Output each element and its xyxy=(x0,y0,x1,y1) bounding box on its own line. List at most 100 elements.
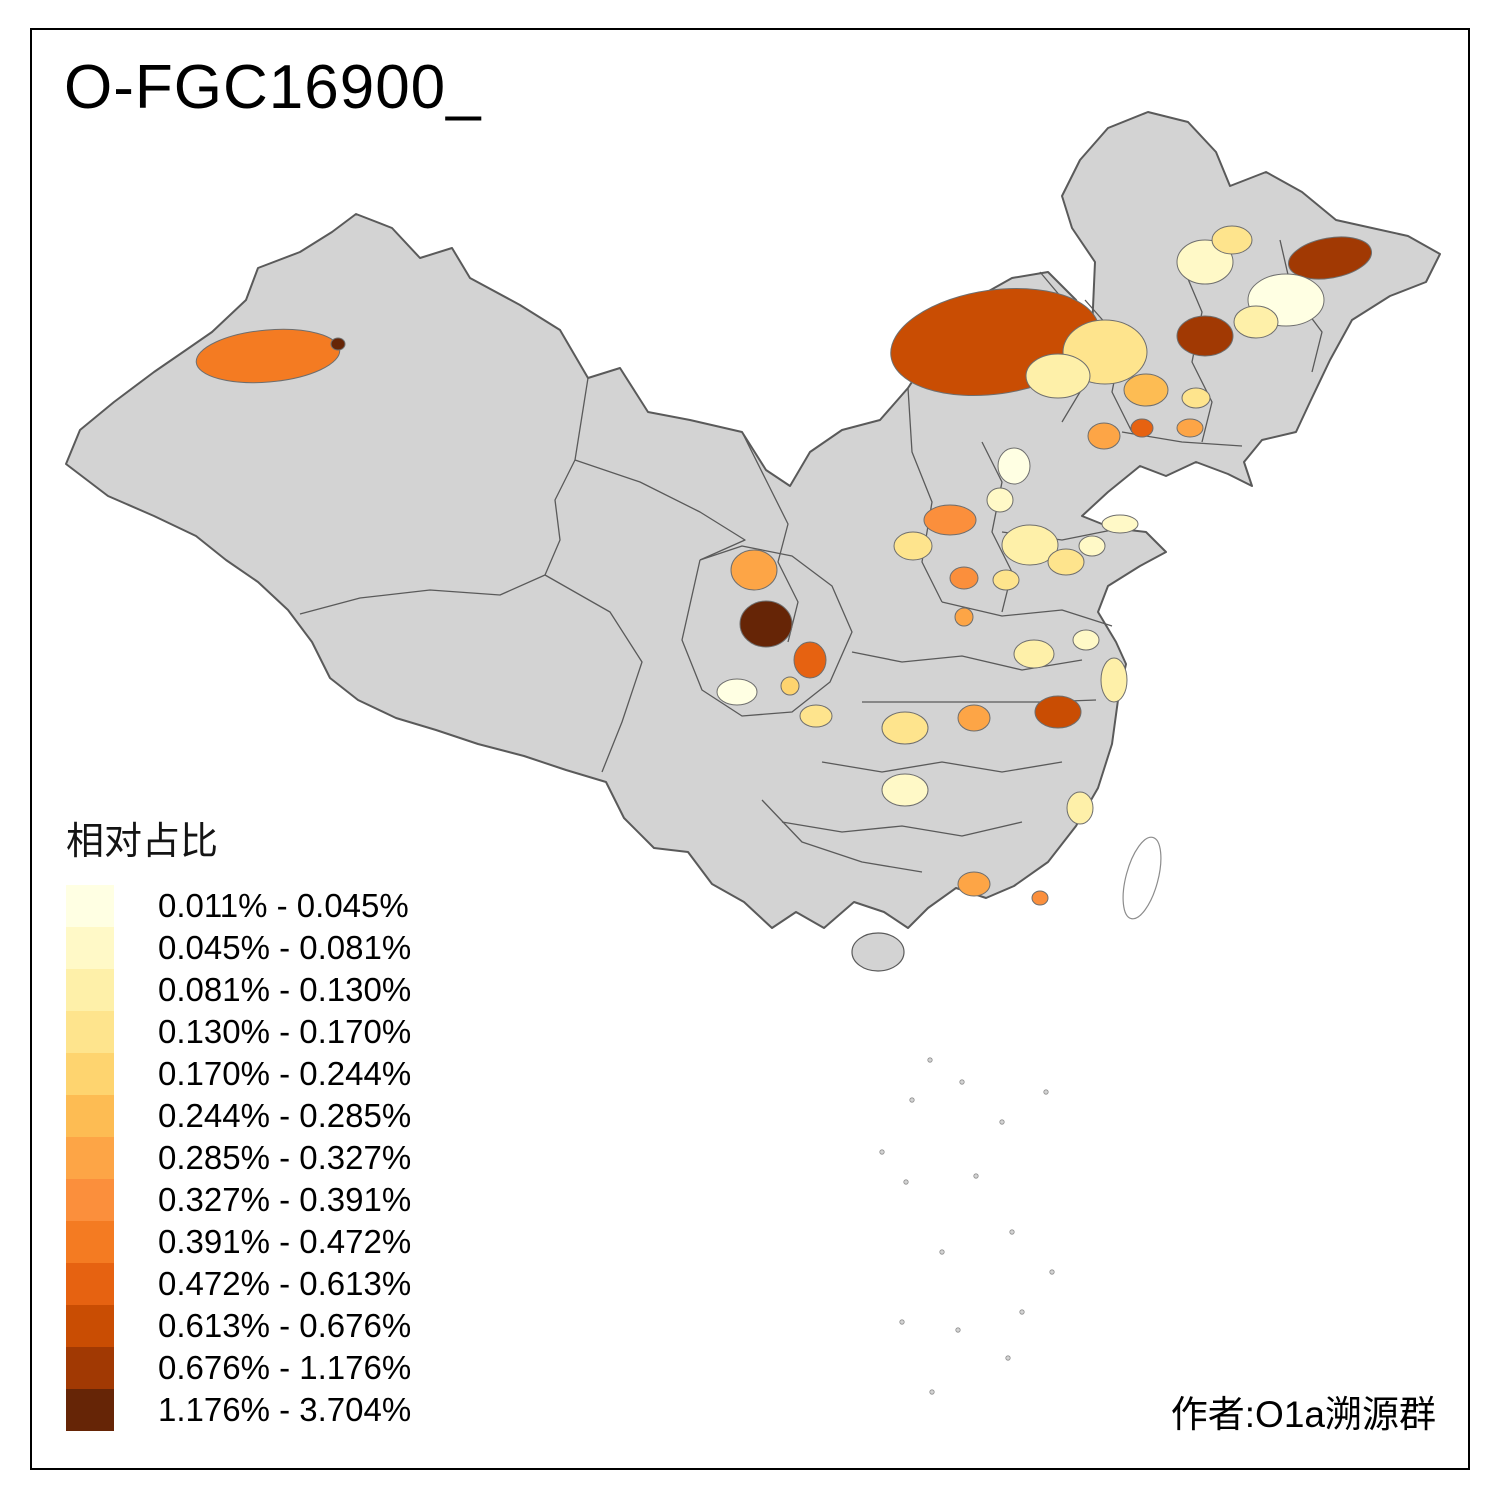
mainland-outline xyxy=(65,111,1441,929)
province-border xyxy=(821,761,1063,773)
mainland xyxy=(65,111,1441,929)
legend-range-label: 0.327% - 0.391% xyxy=(158,1181,412,1218)
province-border xyxy=(941,601,1113,627)
map-region xyxy=(1176,315,1234,357)
map-region xyxy=(957,871,991,897)
map-region xyxy=(997,447,1031,485)
legend-row: 0.081% - 0.130% xyxy=(66,969,411,1011)
islands xyxy=(851,836,1162,972)
province-border xyxy=(761,799,923,873)
legend-row: 0.130% - 0.170% xyxy=(66,1011,411,1053)
map-region xyxy=(1211,225,1253,255)
sea-islet xyxy=(939,1249,945,1255)
map-region xyxy=(881,773,929,807)
map-region xyxy=(799,704,833,728)
south-china-sea-islets xyxy=(879,1057,1055,1395)
sea-islet xyxy=(999,1119,1005,1125)
map-region xyxy=(1287,236,1373,280)
colored-regions xyxy=(195,225,1373,906)
sea-islet xyxy=(959,1079,965,1085)
legend-row: 0.244% - 0.285% xyxy=(66,1095,411,1137)
legend-items: 0.011% - 0.045% 0.045% - 0.081% 0.081% - 0… xyxy=(66,885,411,1431)
map-title: O-FGC16900_ xyxy=(64,53,482,122)
legend-swatch xyxy=(66,1011,114,1053)
legend-swatch xyxy=(66,1095,114,1137)
map-region xyxy=(1181,387,1211,409)
map-region xyxy=(793,641,827,679)
author-credit: 作者:O1a溯源群 xyxy=(1170,1394,1436,1435)
legend-range-label: 0.081% - 0.130% xyxy=(158,971,412,1008)
map-region xyxy=(739,600,793,648)
sea-islet xyxy=(1043,1089,1049,1095)
legend: 相对占比 0.011% - 0.045% 0.045% - 0.081% 0.081… xyxy=(66,810,411,1431)
province-border xyxy=(741,431,799,643)
legend-title: 相对占比 xyxy=(66,821,219,863)
sea-islet xyxy=(927,1057,933,1063)
map-region xyxy=(1047,548,1085,576)
map-region xyxy=(1087,422,1121,450)
sea-islet xyxy=(1049,1269,1055,1275)
map-region xyxy=(1101,514,1139,534)
legend-swatch xyxy=(66,969,114,1011)
legend-row: 0.011% - 0.045% xyxy=(66,885,411,927)
province-border xyxy=(681,545,853,717)
legend-row: 0.045% - 0.081% xyxy=(66,927,411,969)
map-region xyxy=(923,504,977,536)
legend-row: 0.613% - 0.676% xyxy=(66,1305,411,1347)
legend-range-label: 0.011% - 0.045% xyxy=(158,887,409,924)
map-region xyxy=(881,711,929,745)
legend-row: 0.676% - 1.176% xyxy=(66,1347,411,1389)
sea-islet xyxy=(903,1179,909,1185)
map-region xyxy=(1066,791,1094,825)
sea-islet xyxy=(899,1319,905,1325)
map-region xyxy=(1072,629,1100,651)
legend-swatch xyxy=(66,1389,114,1431)
map-region xyxy=(1013,639,1055,669)
legend-range-label: 0.613% - 0.676% xyxy=(158,1307,412,1344)
legend-swatch xyxy=(66,1305,114,1347)
legend-range-label: 0.676% - 1.176% xyxy=(158,1349,412,1386)
legend-swatch xyxy=(66,1137,114,1179)
legend-row: 1.176% - 3.704% xyxy=(66,1389,411,1431)
map-region xyxy=(1100,657,1128,703)
legend-swatch xyxy=(66,927,114,969)
legend-range-label: 0.045% - 0.081% xyxy=(158,929,412,966)
map-region xyxy=(957,704,991,732)
map-region xyxy=(716,678,758,706)
sea-islet xyxy=(955,1327,961,1333)
province-border xyxy=(544,574,643,773)
legend-swatch xyxy=(66,1263,114,1305)
legend-swatch xyxy=(66,1179,114,1221)
map-region xyxy=(1034,695,1082,729)
map-region xyxy=(954,607,974,627)
map-region xyxy=(1078,535,1106,557)
map-region xyxy=(949,566,979,590)
legend-row: 0.391% - 0.472% xyxy=(66,1221,411,1263)
legend-range-label: 0.130% - 0.170% xyxy=(158,1013,412,1050)
map-region xyxy=(1176,418,1204,438)
legend-swatch xyxy=(66,1347,114,1389)
sea-islet xyxy=(929,1389,935,1395)
map-region xyxy=(330,337,346,351)
legend-range-label: 0.472% - 0.613% xyxy=(158,1265,412,1302)
map-region xyxy=(1130,418,1154,438)
legend-row: 0.285% - 0.327% xyxy=(66,1137,411,1179)
province-border xyxy=(907,387,943,603)
map-region xyxy=(1001,524,1059,566)
legend-row: 0.170% - 0.244% xyxy=(66,1053,411,1095)
map-region xyxy=(730,549,778,591)
legend-row: 0.327% - 0.391% xyxy=(66,1179,411,1221)
legend-swatch xyxy=(66,1221,114,1263)
sea-islet xyxy=(909,1097,915,1103)
hainan-island xyxy=(851,932,905,972)
legend-range-label: 1.176% - 3.704% xyxy=(158,1391,412,1428)
map-region xyxy=(1025,353,1091,399)
legend-swatch xyxy=(66,885,114,927)
province-border xyxy=(781,821,1023,837)
legend-swatch xyxy=(66,1053,114,1095)
map-region xyxy=(986,487,1014,513)
map-region xyxy=(1233,305,1279,339)
sea-islet xyxy=(1005,1355,1011,1361)
taiwan-island xyxy=(1122,836,1162,920)
province-border xyxy=(1179,259,1213,443)
